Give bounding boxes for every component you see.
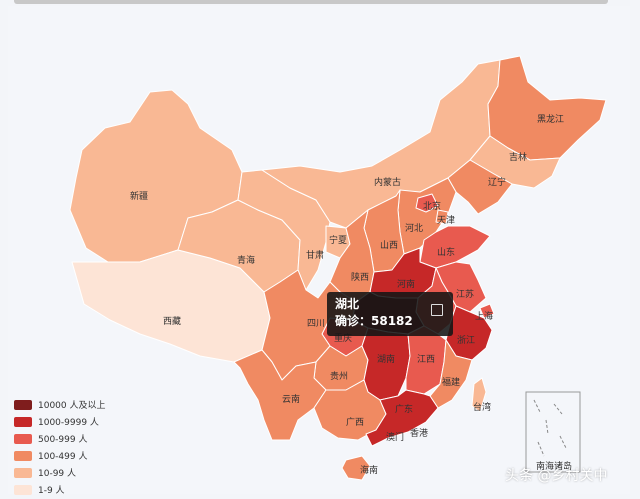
label-hainan: 海南 (360, 464, 378, 476)
legend-item[interactable]: 10000 人及以上 (14, 396, 106, 413)
legend-item[interactable]: 100-499 人 (14, 447, 106, 464)
legend-label: 500-999 人 (38, 435, 88, 445)
label-henan: 河南 (397, 278, 415, 290)
label-sichuan: 四川 (307, 319, 325, 329)
label-liaoning: 辽宁 (488, 176, 506, 188)
label-tianjin: 天津 (437, 215, 455, 226)
legend-item[interactable]: 500-999 人 (14, 430, 106, 447)
label-gansu: 甘肃 (306, 249, 324, 261)
label-heilongjiang: 黑龙江 (537, 113, 564, 125)
south-china-sea-dashes (533, 399, 567, 457)
label-shanxi: 山西 (380, 240, 398, 251)
label-taiwan: 台湾 (473, 401, 491, 413)
legend-label: 100-499 人 (38, 452, 88, 462)
label-shandong: 山东 (437, 246, 455, 258)
label-guizhou: 贵州 (330, 370, 348, 382)
province-shanghai[interactable] (479, 303, 495, 319)
legend-label: 1000-9999 人 (38, 418, 99, 428)
legend-item[interactable]: 1000-9999 人 (14, 413, 106, 430)
legend: 10000 人及以上 1000-9999 人 500-999 人 100-499… (14, 396, 106, 498)
south-china-sea-inset (525, 391, 581, 473)
province-hainan[interactable] (341, 455, 371, 481)
tooltip-province-name: 湖北 (335, 297, 360, 311)
label-ningxia: 宁夏 (329, 234, 347, 246)
legend-item[interactable]: 10-99 人 (14, 464, 106, 481)
legend-swatch (14, 433, 32, 444)
legend-label: 1-9 人 (38, 486, 65, 496)
label-aomen: 澳门 (386, 431, 404, 443)
label-fujian: 福建 (442, 376, 460, 388)
legend-swatch (14, 399, 32, 410)
legend-swatch (14, 416, 32, 427)
legend-swatch (14, 450, 32, 461)
province-beijing[interactable] (415, 193, 439, 213)
province-heilongjiang[interactable] (487, 55, 607, 161)
share-icon[interactable] (431, 304, 443, 316)
label-shanghai: 上海 (475, 310, 493, 322)
label-xianggang: 香港 (410, 427, 428, 439)
watermark: 头条 @乡村关中 (505, 468, 608, 484)
legend-swatch (14, 467, 32, 478)
province-taiwan[interactable] (471, 377, 487, 413)
legend-label: 10000 人及以上 (38, 401, 106, 411)
label-guangdong: 广东 (395, 403, 413, 415)
legend-item[interactable]: 1-9 人 (14, 481, 106, 498)
province-fujian[interactable] (429, 339, 473, 409)
tooltip-confirmed-count: 确诊：58182 (335, 314, 413, 328)
label-shaanxi: 陕西 (351, 271, 369, 283)
label-zhejiang: 浙江 (457, 334, 475, 346)
label-xinjiang: 新疆 (130, 190, 148, 202)
window-top-bar (14, 0, 608, 4)
label-xizang: 西藏 (163, 315, 181, 327)
province-tooltip: 湖北 确诊：58182 (327, 292, 453, 336)
label-hebei: 河北 (405, 222, 423, 234)
province-yunnan[interactable] (233, 349, 327, 441)
label-jilin: 吉林 (509, 151, 527, 163)
label-nanhai: 南海诸岛 (536, 460, 572, 472)
label-jiangsu: 江苏 (456, 288, 474, 300)
label-guangxi: 广西 (346, 416, 364, 428)
label-neimenggu: 内蒙古 (374, 176, 401, 188)
label-beijing: 北京 (423, 200, 441, 212)
label-jiangxi: 江西 (417, 354, 435, 365)
province-tianjin[interactable] (435, 209, 449, 225)
legend-label: 10-99 人 (38, 469, 77, 479)
label-hunan: 湖南 (377, 353, 395, 365)
label-qinghai: 青海 (237, 254, 255, 266)
province-guangdong[interactable] (365, 389, 439, 447)
label-yunnan: 云南 (282, 393, 300, 405)
legend-swatch (14, 484, 32, 495)
